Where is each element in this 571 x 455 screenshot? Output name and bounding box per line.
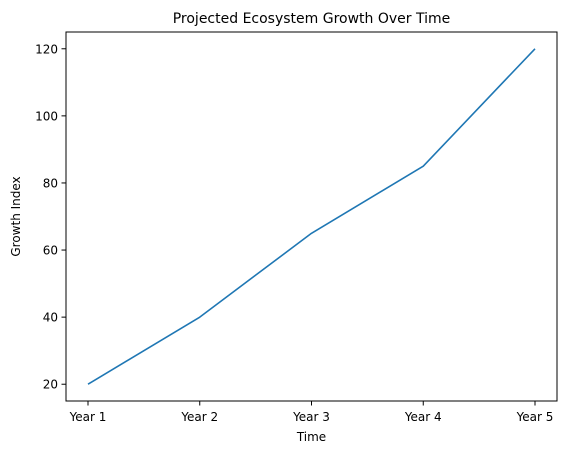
y-axis-title: Growth Index: [9, 176, 23, 256]
series-line: [87, 48, 536, 385]
y-axis: 20 40 60 80 100 120: [35, 42, 66, 392]
y-tick-label: 100: [35, 109, 58, 123]
y-tick-label: 40: [43, 311, 58, 325]
y-tick-label: 60: [43, 244, 58, 258]
x-axis: Year 1 Year 2 Year 3 Year 4 Year 5: [69, 401, 554, 424]
x-tick-label: Year 2: [180, 410, 218, 424]
y-tick-label: 120: [35, 42, 58, 56]
series-layer: [87, 48, 536, 385]
plot-frame: [65, 31, 558, 402]
x-axis-title: Time: [296, 430, 326, 444]
y-tick-label: 80: [43, 176, 58, 190]
x-tick-label: Year 3: [292, 410, 330, 424]
y-tick-label: 20: [43, 378, 58, 392]
x-tick-label: Year 5: [516, 410, 554, 424]
x-tick-label: Year 1: [69, 410, 107, 424]
x-tick-label: Year 4: [404, 410, 442, 424]
chart-title: Projected Ecosystem Growth Over Time: [173, 11, 451, 27]
